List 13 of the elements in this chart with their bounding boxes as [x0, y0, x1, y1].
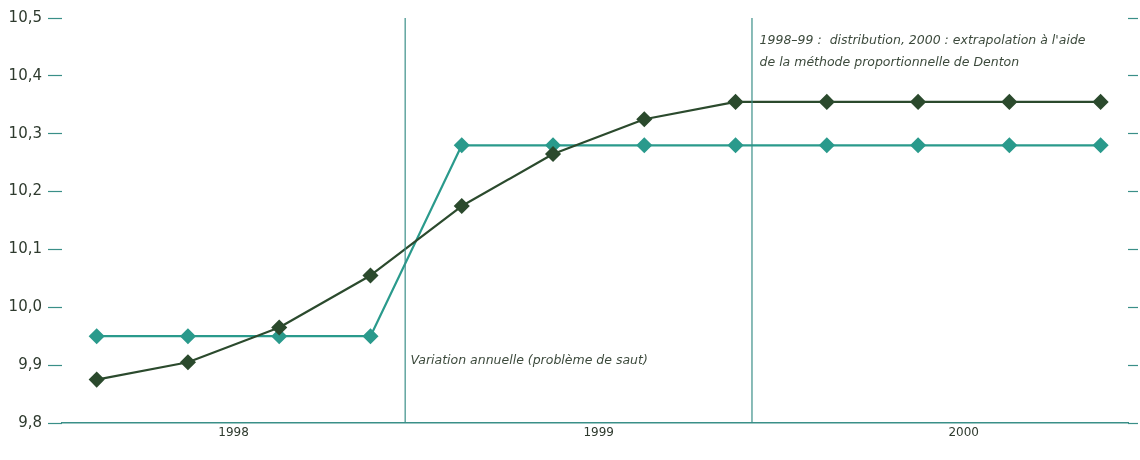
y-tick-label: 10,2	[8, 181, 42, 200]
y-tick-label: 10,1	[8, 239, 42, 258]
x-tick-label: 1999	[583, 425, 614, 440]
y-tick-label: 10,3	[8, 123, 42, 142]
y-tick-label: 10,4	[8, 65, 42, 84]
y-tick-label: 9,8	[18, 412, 42, 431]
y-tick-label: 10,0	[8, 297, 42, 316]
text: Variation annuelle (problème de saut)	[410, 352, 648, 368]
text: 1998–99 : distribution, 2000 : extrapolation à l'aide de la méthode proportionnelle de Denton	[759, 32, 1086, 69]
x-tick-label: 1998	[218, 425, 249, 440]
y-tick-label: 9,9	[18, 355, 42, 374]
x-tick-label: 2000	[948, 425, 979, 440]
y-tick-label: 10,5	[8, 7, 42, 26]
